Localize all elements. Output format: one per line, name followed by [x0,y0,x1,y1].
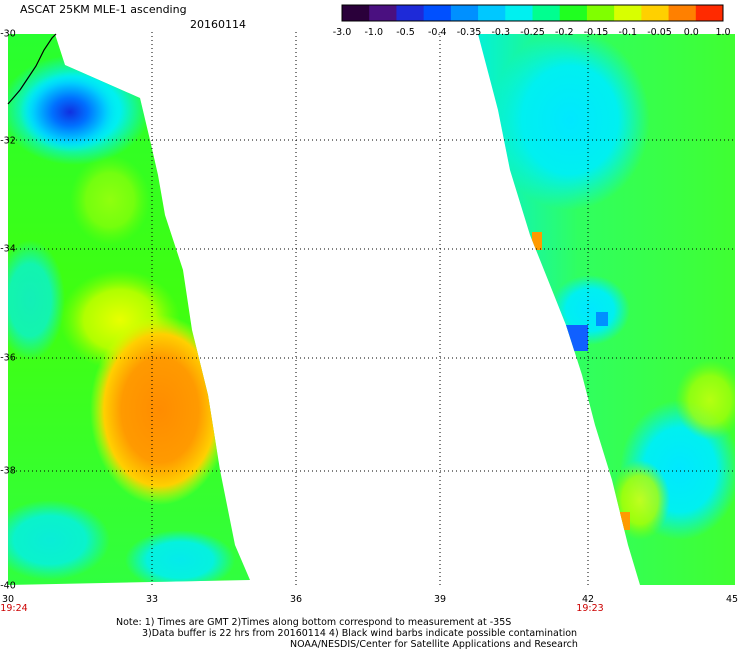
colorbar-label: -0.5 [396,27,415,38]
colorbar-swatch [342,5,370,21]
colorbar-label: -0.35 [457,27,482,38]
lon-tick-label: 45 [726,594,738,605]
lon-tick-label: 42 [582,594,594,605]
colorbar-frame [341,4,724,22]
swath-west [8,34,250,585]
colorbar-swatch [668,5,697,21]
colorbar-label: -1.0 [364,27,383,38]
lat-tick-label: -38 [0,466,16,477]
lon-tick-label: 39 [434,594,446,605]
colorbar-swatch [614,5,642,21]
lon-axis: 30 33 36 39 42 45 [2,594,738,605]
colorbar-swatch [478,5,506,21]
lon-tick-label: 33 [146,594,158,605]
colorbar-swatch [396,5,425,21]
colorbar-label: 1.0 [715,27,730,38]
colorbar-label: -0.1 [618,27,637,38]
lat-axis: -30 -32 -34 -36 -38 -40 [0,29,16,592]
colorbar-label: -0.3 [491,27,510,38]
colorbar-swatch [559,5,588,21]
colorbar-label: -0.4 [428,27,447,38]
colorbar: -3.0 -1.0 -0.5 -0.4 -0.35 -0.3 -0.25 -0.2 -0.15-… [333,4,731,38]
colorbar-label: -3.0 [333,27,352,38]
map-date: 20160114 [190,18,246,31]
colorbar-label: 0.0 [684,27,699,38]
colorbar-label: -0.2 [555,27,574,38]
footer-note-2: 3)Data buffer is 22 hrs from 20160114 4)… [142,628,578,639]
colorbar-swatch [641,5,670,21]
footer-note-3: NOAA/NESDIS/Center for Satellite Applica… [290,639,578,650]
lat-tick-label: -40 [0,581,16,592]
lat-tick-label: -32 [0,136,16,147]
colorbar-label: -0.15 [584,27,609,38]
colorbar-swatch [586,5,615,21]
colorbar-swatch [423,5,452,21]
colorbar-label: -0.25 [520,27,545,38]
time-label: 19:23 [576,603,603,614]
lat-tick-label: -36 [0,353,16,364]
footer-note-1: Note: 1) Times are GMT 2)Times along bot… [116,617,512,628]
colorbar-swatch [450,5,479,21]
graticule [8,32,735,585]
colorbar-swatch [505,5,533,21]
lat-tick-label: -34 [0,244,16,255]
time-label: 19:24 [0,603,27,614]
lon-tick-label: 30 [2,594,14,605]
map-title: ASCAT 25KM MLE-1 ascending [20,3,187,16]
time-labels: 19:24 19:23 [0,603,603,614]
colorbar-label: -0.05 [647,27,672,38]
lat-tick-label: -30 [0,29,16,40]
colorbar-swatch [369,5,397,21]
lon-tick-label: 36 [290,594,302,605]
swath-east [478,34,735,585]
colorbar-swatch [695,5,724,21]
colorbar-swatch [532,5,561,21]
